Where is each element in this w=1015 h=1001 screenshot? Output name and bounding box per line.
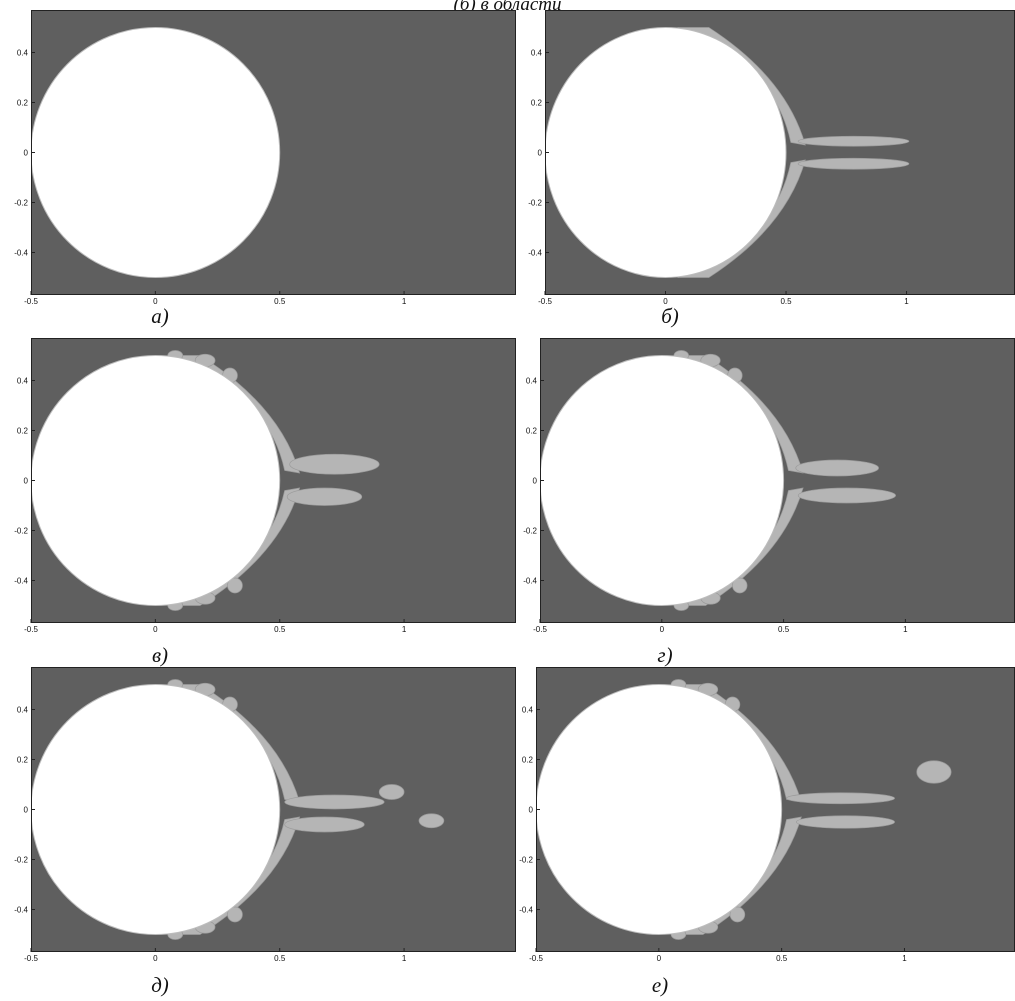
x-tick-label: 0.5 — [778, 625, 790, 634]
vortex-blob — [378, 784, 405, 800]
y-tick-label: 0 — [533, 477, 538, 486]
vortex-blob — [796, 815, 895, 829]
x-tick-label: -0.5 — [538, 297, 552, 306]
y-tick-label: -0.4 — [14, 249, 28, 258]
y-tick-label: 0.2 — [526, 427, 538, 436]
vortex-blob — [418, 813, 445, 829]
flow-field-plot: -0.5 0 0.5 1 0.4 0.2 0 -0.2 -0.4 — [528, 10, 1015, 306]
x-tick-label: -0.5 — [529, 954, 543, 963]
x-tick-label: 1 — [902, 954, 907, 963]
vortex-blob — [284, 816, 365, 833]
x-tick-label: 1 — [402, 954, 407, 963]
x-tick-label: 0.5 — [274, 625, 286, 634]
plot-panel: -0.5 0 0.5 1 0.4 0.2 0 -0.2 -0.4 — [519, 667, 1015, 966]
x-tick-label: -0.5 — [24, 625, 38, 634]
vortex-blob — [795, 459, 879, 477]
plot-panel: -0.5 0 0.5 1 0.4 0.2 0 -0.2 -0.4 — [14, 10, 516, 309]
panel-caption: а) — [151, 304, 169, 328]
vortex-blob — [286, 487, 363, 506]
x-tick-label: 1 — [903, 625, 908, 634]
y-tick-label: 0 — [529, 806, 534, 815]
y-tick-label: 0.4 — [531, 49, 543, 58]
y-tick-label: 0.2 — [531, 99, 543, 108]
x-tick-label: 0.5 — [776, 954, 788, 963]
panel-caption: е) — [651, 973, 669, 997]
y-tick-label: -0.2 — [14, 856, 28, 865]
panel-caption: д) — [151, 973, 169, 997]
x-tick-label: 1 — [402, 625, 407, 634]
x-tick-label: 0 — [660, 625, 665, 634]
panel-caption: г) — [657, 643, 673, 667]
y-tick-label: -0.4 — [14, 906, 28, 915]
y-tick-label: 0 — [538, 149, 543, 158]
y-tick-label: -0.4 — [523, 577, 537, 586]
y-tick-label: 0 — [24, 477, 29, 486]
x-tick-label: 1 — [904, 297, 909, 306]
y-tick-label: -0.2 — [14, 527, 28, 536]
x-tick-label: -0.5 — [533, 625, 547, 634]
x-tick-label: 0 — [657, 954, 662, 963]
x-tick-label: 0 — [153, 625, 158, 634]
y-tick-label: 0.4 — [17, 49, 29, 58]
y-tick-label: -0.2 — [519, 856, 533, 865]
y-tick-label: -0.4 — [528, 249, 542, 258]
vortex-blob — [729, 906, 746, 923]
y-tick-label: 0.4 — [17, 377, 29, 386]
vortex-blob — [284, 794, 385, 810]
x-tick-label: -0.5 — [24, 297, 38, 306]
y-tick-label: 0.2 — [17, 756, 29, 765]
cylinder-body — [31, 684, 281, 935]
y-tick-label: 0 — [24, 149, 29, 158]
panel-caption: б) — [661, 304, 679, 328]
vortex-blob — [227, 577, 243, 594]
y-tick-label: 0.4 — [17, 706, 29, 715]
plot-panel: -0.5 0 0.5 1 0.4 0.2 0 -0.2 -0.4 — [14, 667, 516, 966]
panel-caption: в) — [151, 643, 169, 667]
flow-field-plot: -0.5 0 0.5 1 0.4 0.2 0 -0.2 -0.4 — [14, 667, 516, 963]
y-tick-label: -0.2 — [523, 527, 537, 536]
flow-field-plot: -0.5 0 0.5 1 0.4 0.2 0 -0.2 -0.4 — [519, 667, 1015, 963]
y-tick-label: -0.2 — [14, 199, 28, 208]
vortex-blob — [227, 906, 243, 923]
vortex-blob — [289, 453, 380, 475]
cylinder-body — [536, 684, 783, 935]
flow-field-plot: -0.5 0 0.5 1 0.4 0.2 0 -0.2 -0.4 — [14, 338, 516, 634]
vortex-blob — [786, 792, 895, 805]
y-tick-label: 0.2 — [17, 99, 29, 108]
x-tick-label: 0 — [153, 297, 158, 306]
vortex-blob — [797, 157, 910, 170]
x-tick-label: -0.5 — [24, 954, 38, 963]
cylinder-body — [545, 27, 787, 278]
y-tick-label: 0 — [24, 806, 29, 815]
x-tick-label: 0.5 — [274, 954, 286, 963]
x-tick-label: 0 — [663, 297, 668, 306]
vortex-blob — [916, 760, 952, 784]
cylinder-body — [31, 355, 281, 606]
y-tick-label: 0.4 — [522, 706, 534, 715]
vortex-blob — [732, 577, 748, 594]
y-tick-label: -0.4 — [14, 577, 28, 586]
y-tick-label: -0.4 — [519, 906, 533, 915]
plot-panel: -0.5 0 0.5 1 0.4 0.2 0 -0.2 -0.4 — [14, 338, 516, 637]
flow-field-plot: -0.5 0 0.5 1 0.4 0.2 0 -0.2 -0.4 — [523, 338, 1015, 634]
vortex-blob — [797, 135, 910, 147]
cylinder-body — [540, 355, 785, 606]
plot-panel: -0.5 0 0.5 1 0.4 0.2 0 -0.2 -0.4 — [523, 338, 1015, 637]
y-tick-label: 0.4 — [526, 377, 538, 386]
y-tick-label: 0.2 — [17, 427, 29, 436]
x-tick-label: 1 — [402, 297, 407, 306]
y-tick-label: -0.2 — [528, 199, 542, 208]
plot-panel: -0.5 0 0.5 1 0.4 0.2 0 -0.2 -0.4 — [528, 10, 1015, 309]
y-tick-label: 0.2 — [522, 756, 534, 765]
flow-field-plot: -0.5 0 0.5 1 0.4 0.2 0 -0.2 -0.4 — [14, 10, 516, 306]
cylinder-body — [31, 27, 281, 278]
x-tick-label: 0 — [153, 954, 158, 963]
vortex-blob — [797, 487, 896, 504]
x-tick-label: 0.5 — [780, 297, 792, 306]
x-tick-label: 0.5 — [274, 297, 286, 306]
